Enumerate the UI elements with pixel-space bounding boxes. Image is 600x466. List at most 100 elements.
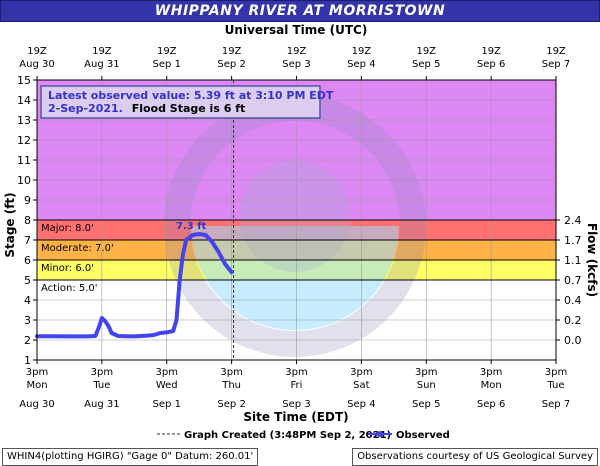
y-tick-label: 8 bbox=[24, 214, 31, 227]
x-tick-label-date: Sep 6 bbox=[477, 399, 505, 410]
observed-point bbox=[223, 262, 227, 266]
top-tick-label-time: 19Z bbox=[92, 46, 112, 57]
threshold-label-action: Action: 5.0' bbox=[41, 283, 98, 294]
observed-line bbox=[35, 232, 234, 339]
observed-point bbox=[67, 334, 71, 338]
x-tick-label-date: Aug 30 bbox=[19, 399, 54, 410]
top-tick-label-date: Sep 6 bbox=[477, 59, 505, 70]
x-tick-label-time: 3pm bbox=[156, 367, 178, 378]
title-bar: WHIPPANY RIVER AT MORRISTOWN bbox=[0, 0, 600, 22]
x-tick-label-date: Aug 31 bbox=[84, 399, 119, 410]
observed-point bbox=[132, 334, 136, 338]
observed-point bbox=[184, 238, 188, 242]
y-tick-label: 2 bbox=[24, 334, 31, 347]
observed-point bbox=[197, 232, 201, 236]
threshold-label-major: Major: 8.0' bbox=[41, 223, 94, 234]
top-tick-label-time: 19Z bbox=[481, 46, 501, 57]
observed-point bbox=[178, 278, 182, 282]
x-tick-label-date: Sep 2 bbox=[217, 399, 245, 410]
y-tick-label: 9 bbox=[24, 194, 31, 207]
right-tick-label: 0.2 bbox=[564, 314, 582, 327]
observed-point bbox=[191, 233, 195, 237]
observed-point bbox=[210, 240, 214, 244]
right-tick-label: 1.7 bbox=[564, 234, 582, 247]
observed-point bbox=[106, 324, 110, 328]
y-tick-label: 7 bbox=[24, 234, 31, 247]
x-tick-label-time: 3pm bbox=[545, 367, 567, 378]
top-tick-label-date: Sep 2 bbox=[217, 59, 245, 70]
watermark-gull bbox=[239, 160, 351, 272]
x-tick-label-time: 3pm bbox=[480, 367, 502, 378]
top-tick-label-time: 19Z bbox=[287, 46, 307, 57]
top-tick-label-time: 19Z bbox=[157, 46, 177, 57]
x-tick-label-weekday: Fri bbox=[291, 380, 303, 391]
top-tick-label-time: 19Z bbox=[27, 46, 47, 57]
observed-series bbox=[35, 232, 234, 339]
top-tick-label-date: Sep 5 bbox=[412, 59, 440, 70]
x-tick-label-date: Sep 4 bbox=[347, 399, 375, 410]
x-tick-label-time: 3pm bbox=[220, 367, 242, 378]
top-axis-title: Universal Time (UTC) bbox=[225, 23, 368, 37]
y-tick-label: 4 bbox=[24, 294, 31, 307]
footer-datum: WHIN4(plotting HGIRG) "Gage 0" Datum: 26… bbox=[2, 448, 259, 466]
x-tick-label-time: 3pm bbox=[285, 367, 307, 378]
graph-created-legend: Graph Created (3:48PM Sep 2, 2021) bbox=[184, 430, 391, 441]
observed-point bbox=[230, 270, 234, 274]
x-tick-label-weekday: Wed bbox=[156, 380, 178, 391]
hydrograph-chart: Major: 8.0' Moderate: 7.0' Minor: 6.0' Acti… bbox=[3, 23, 599, 441]
y-tick-label: 1 bbox=[24, 354, 31, 367]
observed-point bbox=[51, 334, 55, 338]
observed-point bbox=[152, 333, 156, 337]
top-tick-label-time: 19Z bbox=[352, 46, 372, 57]
x-tick-label-weekday: Sun bbox=[417, 380, 436, 391]
x-tick-label-weekday: Thu bbox=[221, 380, 241, 391]
observed-point bbox=[171, 329, 175, 333]
left-axis-title: Stage (ft) bbox=[3, 192, 17, 257]
latest-value-date: 2-Sep-2021. bbox=[48, 102, 123, 115]
x-tick-label-time: 3pm bbox=[91, 367, 113, 378]
top-tick-label-time: 19Z bbox=[222, 46, 242, 57]
watermark-lower-half bbox=[191, 226, 399, 330]
observed-point bbox=[181, 252, 185, 256]
observed-point bbox=[145, 334, 149, 338]
observed-point bbox=[116, 334, 120, 338]
y-tick-label: 14 bbox=[17, 94, 31, 107]
peak-label: 7.3 ft bbox=[176, 221, 207, 232]
observed-point bbox=[84, 334, 88, 338]
x-tick-label-weekday: Tue bbox=[546, 380, 564, 391]
y-tick-label: 15 bbox=[17, 74, 31, 87]
x-tick-label-weekday: Mon bbox=[26, 380, 47, 391]
observed-point bbox=[93, 334, 97, 338]
legend: Graph Created (3:48PM Sep 2, 2021) Obser… bbox=[157, 430, 450, 441]
threshold-label-minor: Minor: 6.0' bbox=[41, 263, 94, 274]
observed-point bbox=[174, 318, 179, 322]
right-tick-label: 0.7 bbox=[564, 274, 582, 287]
top-tick-label-date: Sep 3 bbox=[282, 59, 310, 70]
top-tick-label-time: 19Z bbox=[416, 46, 436, 57]
top-tick-label-date: Sep 1 bbox=[153, 59, 181, 70]
footer-credit: Observations courtesy of US Geological S… bbox=[352, 448, 598, 466]
top-tick-label-date: Aug 31 bbox=[84, 59, 119, 70]
y-tick-label: 6 bbox=[24, 254, 31, 267]
y-tick-label: 10 bbox=[17, 174, 31, 187]
x-tick-label-date: Sep 7 bbox=[542, 399, 570, 410]
right-axis-title: Flow (kcfs) bbox=[585, 223, 599, 297]
observed-point bbox=[110, 331, 114, 335]
x-tick-label-time: 3pm bbox=[350, 367, 372, 378]
observed-point bbox=[97, 326, 101, 330]
right-tick-label: 1.1 bbox=[564, 254, 582, 267]
top-tick-label-date: Sep 4 bbox=[347, 59, 375, 70]
observed-point bbox=[204, 233, 208, 237]
observed-point bbox=[158, 331, 162, 335]
x-tick-label-weekday: Mon bbox=[481, 380, 502, 391]
y-tick-label: 11 bbox=[17, 154, 31, 167]
observed-point bbox=[103, 319, 107, 323]
y-tick-label: 5 bbox=[24, 274, 31, 287]
y-tick-label: 3 bbox=[24, 314, 31, 327]
svg-text:2-Sep-2021. Flood Stag: 2-Sep-2021. Flood Stage is 6 ft bbox=[48, 102, 245, 115]
x-tick-label-time: 3pm bbox=[26, 367, 48, 378]
threshold-lines: Major: 8.0' Moderate: 7.0' Minor: 6.0' Acti… bbox=[37, 80, 556, 360]
right-tick-label: 0.0 bbox=[564, 334, 582, 347]
threshold-label-moderate: Moderate: 7.0' bbox=[41, 243, 114, 254]
